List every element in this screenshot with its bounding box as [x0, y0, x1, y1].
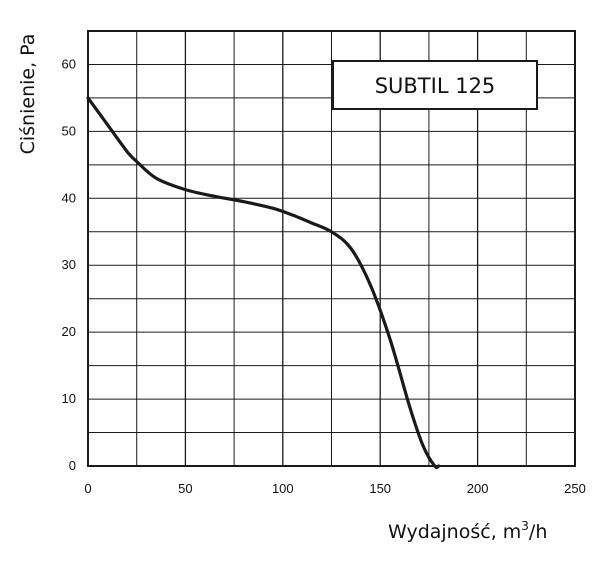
- plot-frame: [87, 30, 576, 467]
- y-tick-label: 50: [62, 123, 76, 138]
- x-tick-label: 100: [272, 481, 294, 496]
- curve-layer: [86, 96, 441, 470]
- y-axis-title: Ciśnienie, Pa: [17, 34, 39, 155]
- x-tick-label: 200: [467, 481, 489, 496]
- x-tick-label: 250: [564, 481, 586, 496]
- series-line-subtil-125: [86, 96, 441, 470]
- y-tick-label: 60: [62, 56, 76, 71]
- y-tick-label: 10: [62, 391, 76, 406]
- x-tick-label: 0: [84, 481, 91, 496]
- y-tick-label: 0: [69, 458, 76, 473]
- x-tick-label: 50: [178, 481, 192, 496]
- x-axis-title: Wydajność, m3/h: [388, 519, 547, 543]
- y-tick-label: 20: [62, 324, 76, 339]
- legend-series-label: SUBTIL 125: [375, 74, 496, 98]
- legend-box: SUBTIL 125: [332, 60, 538, 110]
- y-tick-label: 30: [62, 257, 76, 272]
- tick-labels: 0 50 100 150 200 250 0 10 20 30 40 50 60: [62, 56, 586, 496]
- x-tick-label: 150: [369, 481, 391, 496]
- y-tick-label: 40: [62, 190, 76, 205]
